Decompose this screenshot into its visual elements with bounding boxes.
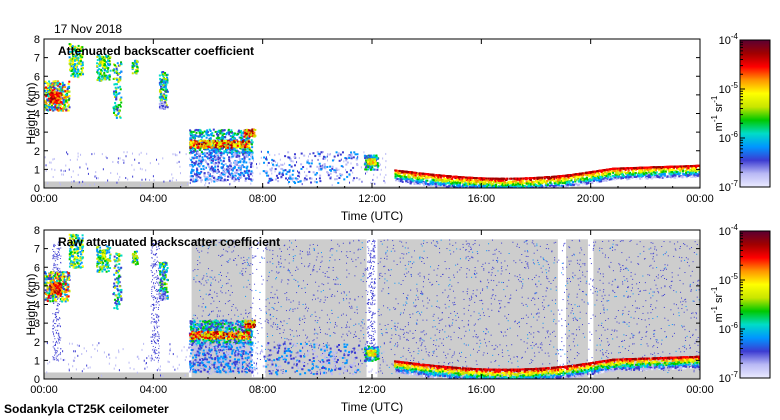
y-tick-label: 0 — [34, 183, 40, 195]
x-tick-label: 00:00 — [30, 193, 58, 205]
x-tick-label: 20:00 — [577, 193, 605, 205]
date-label: 17 Nov 2018 — [54, 22, 122, 36]
y-tick-label: 5 — [34, 90, 40, 102]
x-tick-label: 16:00 — [468, 384, 496, 396]
y-tick-label: 6 — [34, 71, 40, 83]
colorbar-tick-label: 10-4 — [719, 32, 739, 47]
colorbar-tick-label: 10-7 — [719, 179, 739, 194]
colorbar-tick-label: 10-7 — [719, 370, 739, 385]
y-tick-label: 2 — [34, 337, 40, 349]
y-tick-label: 1 — [34, 355, 40, 367]
colorbar-tick-label: 10-5 — [719, 81, 739, 96]
y-axis-label: Height (km) — [24, 82, 38, 144]
x-tick-label: 04:00 — [140, 193, 168, 205]
y-tick-label: 0 — [34, 374, 40, 386]
heatmap-area — [44, 39, 700, 188]
colorbar-tick-label: 10-4 — [719, 223, 739, 238]
colorbar-tick-label: 10-6 — [719, 130, 739, 145]
y-tick-label: 8 — [34, 225, 40, 237]
colorbar-scale — [739, 230, 771, 379]
colorbar-unit-label: m-1 sr-1 — [710, 286, 725, 322]
y-tick-label: 8 — [34, 34, 40, 46]
x-tick-label: 00:00 — [686, 193, 714, 205]
x-tick-label: 04:00 — [140, 384, 168, 396]
panel-title: Attenuated backscatter coefficient — [58, 44, 254, 58]
x-tick-label: 12:00 — [358, 384, 386, 396]
x-tick-label: 08:00 — [249, 384, 277, 396]
y-tick-label: 7 — [34, 244, 40, 256]
y-tick-label: 4 — [34, 109, 40, 121]
heatmap-area — [44, 230, 700, 379]
panel-1: Attenuated backscatter coefficient 0 1 2 3 4 5… — [24, 32, 771, 223]
y-axis-label: Height (km) — [24, 273, 38, 335]
colorbar-unit-label: m-1 sr-1 — [710, 95, 725, 131]
y-tick-label: 7 — [34, 53, 40, 65]
colorbar-tick-label: 10-6 — [719, 321, 739, 336]
footer-label: Sodankyla CT25K ceilometer — [4, 402, 169, 416]
x-tick-label: 00:00 — [686, 384, 714, 396]
panel-title: Raw attenuated backscatter coefficient — [58, 235, 280, 249]
colorbar-tick-label: 10-5 — [719, 272, 739, 287]
colorbar: 10-4 10-5 10-6 10-7 m-1 sr-1 — [710, 32, 771, 194]
y-tick-label: 3 — [34, 127, 40, 139]
panel-2: Raw attenuated backscatter coefficient 0 1… — [24, 223, 771, 414]
x-axis-label: Time (UTC) — [341, 400, 403, 414]
y-tick-label: 4 — [34, 300, 40, 312]
x-tick-label: 08:00 — [249, 193, 277, 205]
x-tick-label: 00:00 — [30, 384, 58, 396]
x-tick-label: 12:00 — [358, 193, 386, 205]
y-tick-label: 2 — [34, 146, 40, 158]
colorbar-scale — [739, 39, 771, 188]
colorbar: 10-4 10-5 10-6 10-7 m-1 sr-1 — [710, 223, 771, 385]
y-tick-label: 3 — [34, 318, 40, 330]
y-tick-label: 1 — [34, 164, 40, 176]
cloud-layers — [44, 43, 700, 188]
x-tick-label: 16:00 — [468, 193, 496, 205]
y-tick-label: 6 — [34, 262, 40, 274]
y-tick-label: 5 — [34, 281, 40, 293]
x-axis-label: Time (UTC) — [341, 209, 403, 223]
cloud-layers — [44, 233, 700, 379]
x-tick-label: 20:00 — [577, 384, 605, 396]
